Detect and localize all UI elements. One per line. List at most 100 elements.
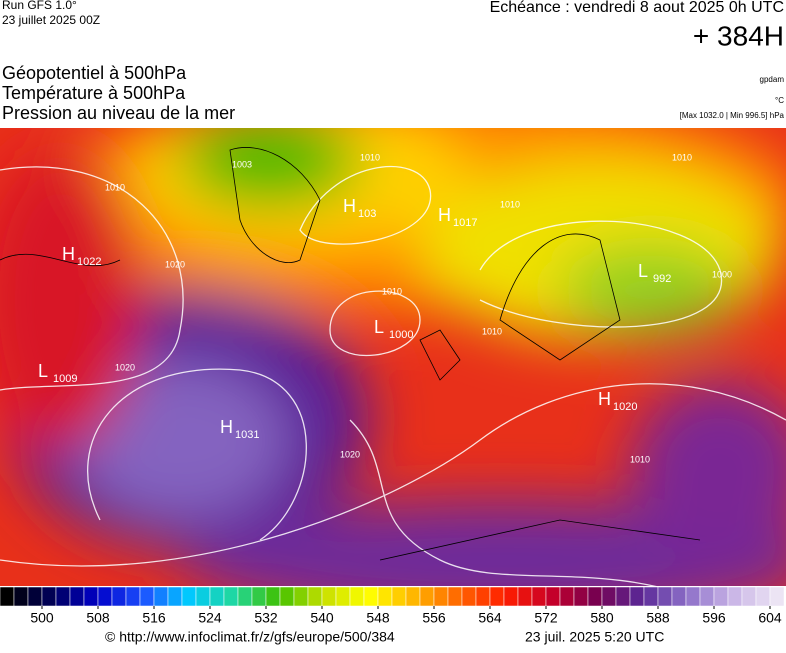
unit-label: °C — [775, 96, 784, 105]
center-kind: H — [438, 205, 451, 225]
colorbar-swatch — [321, 586, 337, 607]
colorbar-swatch — [615, 586, 631, 607]
colorbar-tick-label: 564 — [478, 610, 502, 626]
colorbar-tick-label: 508 — [86, 610, 110, 626]
isobar-label: 1003 — [232, 159, 252, 169]
colorbar-tick-label: 524 — [198, 610, 222, 626]
title-line: Température à 500hPa — [2, 83, 186, 103]
colorbar-swatch — [0, 586, 15, 607]
colorbar-swatch — [125, 586, 141, 607]
colorbar-tick-label: 580 — [590, 610, 614, 626]
center-kind: L — [638, 261, 648, 281]
colorbar-swatch — [363, 586, 379, 607]
title-line: Pression au niveau de la mer — [2, 103, 235, 123]
colorbar-tick-label: 604 — [758, 610, 782, 626]
colorbar-tick-label: 572 — [534, 610, 558, 626]
center-kind: H — [598, 389, 611, 409]
colorbar: 500 508 516 524 532 540 548 556 564 572 580 588 596 6… — [0, 586, 785, 626]
center-pressure: 1031 — [235, 429, 259, 441]
colorbar-swatch — [573, 586, 589, 607]
center-kind: L — [38, 361, 48, 381]
colorbar-swatch — [195, 586, 211, 607]
colorbar-swatch — [475, 586, 491, 607]
center-kind: H — [62, 244, 75, 264]
colorbar-swatch — [167, 586, 183, 607]
isobar-label: 1020 — [340, 449, 360, 459]
center-pressure: 1009 — [53, 373, 77, 385]
colorbar-swatch — [405, 586, 421, 607]
colorbar-swatch — [559, 586, 575, 607]
isobar-label: 1010 — [382, 286, 402, 296]
colorbar-tick-label: 532 — [254, 610, 278, 626]
source-url: © http://www.infoclimat.fr/z/gfs/europe/… — [105, 629, 395, 645]
colorbar-swatch — [209, 586, 225, 607]
colorbar-swatch — [489, 586, 505, 607]
colorbar-swatch — [685, 586, 701, 607]
colorbar-swatch — [349, 586, 365, 607]
colorbar-swatch — [657, 586, 673, 607]
isobar-label: 1020 — [115, 362, 135, 372]
colorbar-tick-label: 556 — [422, 610, 446, 626]
colorbar-swatch — [727, 586, 743, 607]
center-pressure: 1017 — [453, 217, 477, 229]
colorbar-swatch — [713, 586, 729, 607]
colorbar-tick-label: 540 — [310, 610, 334, 626]
colorbar-swatch — [601, 586, 617, 607]
colorbar-swatch — [55, 586, 71, 607]
colorbar-swatch — [433, 586, 449, 607]
colorbar-swatch — [97, 586, 113, 607]
colorbar-swatch — [419, 586, 435, 607]
isobar-label: 1010 — [482, 326, 502, 336]
isobar-label: 1000 — [712, 269, 732, 279]
colorbar-tick-label: 596 — [702, 610, 726, 626]
colorbar-tick-label: 500 — [30, 610, 54, 626]
colorbar-swatch — [699, 586, 715, 607]
map-field — [0, 128, 786, 586]
generated-time: 23 juil. 2025 5:20 UTC — [525, 629, 664, 645]
isobar-label: 1010 — [672, 152, 692, 162]
colorbar-swatch — [391, 586, 407, 607]
colorbar-swatch — [503, 586, 519, 607]
center-pressure: 103 — [358, 208, 376, 220]
center-kind: L — [374, 317, 384, 337]
colorbar-swatch — [111, 586, 127, 607]
isobar-label: 1010 — [105, 182, 125, 192]
center-kind: H — [220, 417, 233, 437]
colorbar-swatch — [83, 586, 99, 607]
colorbar-swatch — [335, 586, 351, 607]
center-pressure: 992 — [653, 273, 671, 285]
colorbar-swatch — [13, 586, 29, 607]
colorbar-swatch — [545, 586, 561, 607]
colorbar-swatch — [181, 586, 197, 607]
colorbar-swatch — [587, 586, 603, 607]
unit-label: gpdam — [760, 75, 785, 84]
colorbar-swatch — [629, 586, 645, 607]
colorbar-swatch — [643, 586, 659, 607]
colorbar-swatch — [223, 586, 239, 607]
colorbar-swatch — [741, 586, 757, 607]
colorbar-swatch — [279, 586, 295, 607]
lead-time: + 384H — [693, 20, 784, 51]
colorbar-swatch — [769, 586, 785, 607]
colorbar-swatch — [461, 586, 477, 607]
pressure-range: [Max 1032.0 | Min 996.5] hPa — [680, 111, 785, 120]
isobar-label: 1020 — [165, 259, 185, 269]
colorbar-swatch — [139, 586, 155, 607]
colorbar-swatch — [69, 586, 85, 607]
isobar-label: 1010 — [630, 454, 650, 464]
colorbar-swatch — [307, 586, 323, 607]
colorbar-swatch — [517, 586, 533, 607]
colorbar-swatch — [265, 586, 281, 607]
colorbar-tick-label: 548 — [366, 610, 390, 626]
isobar-label: 1010 — [360, 152, 380, 162]
title-line: Géopotentiel à 500hPa — [2, 63, 187, 83]
colorbar-swatch — [41, 586, 57, 607]
colorbar-swatch — [755, 586, 771, 607]
colorbar-swatch — [377, 586, 393, 607]
colorbar-tick-label: 588 — [646, 610, 670, 626]
colorbar-swatch — [251, 586, 267, 607]
colorbar-swatch — [447, 586, 463, 607]
center-pressure: 1022 — [77, 256, 101, 268]
colorbar-swatch — [237, 586, 253, 607]
